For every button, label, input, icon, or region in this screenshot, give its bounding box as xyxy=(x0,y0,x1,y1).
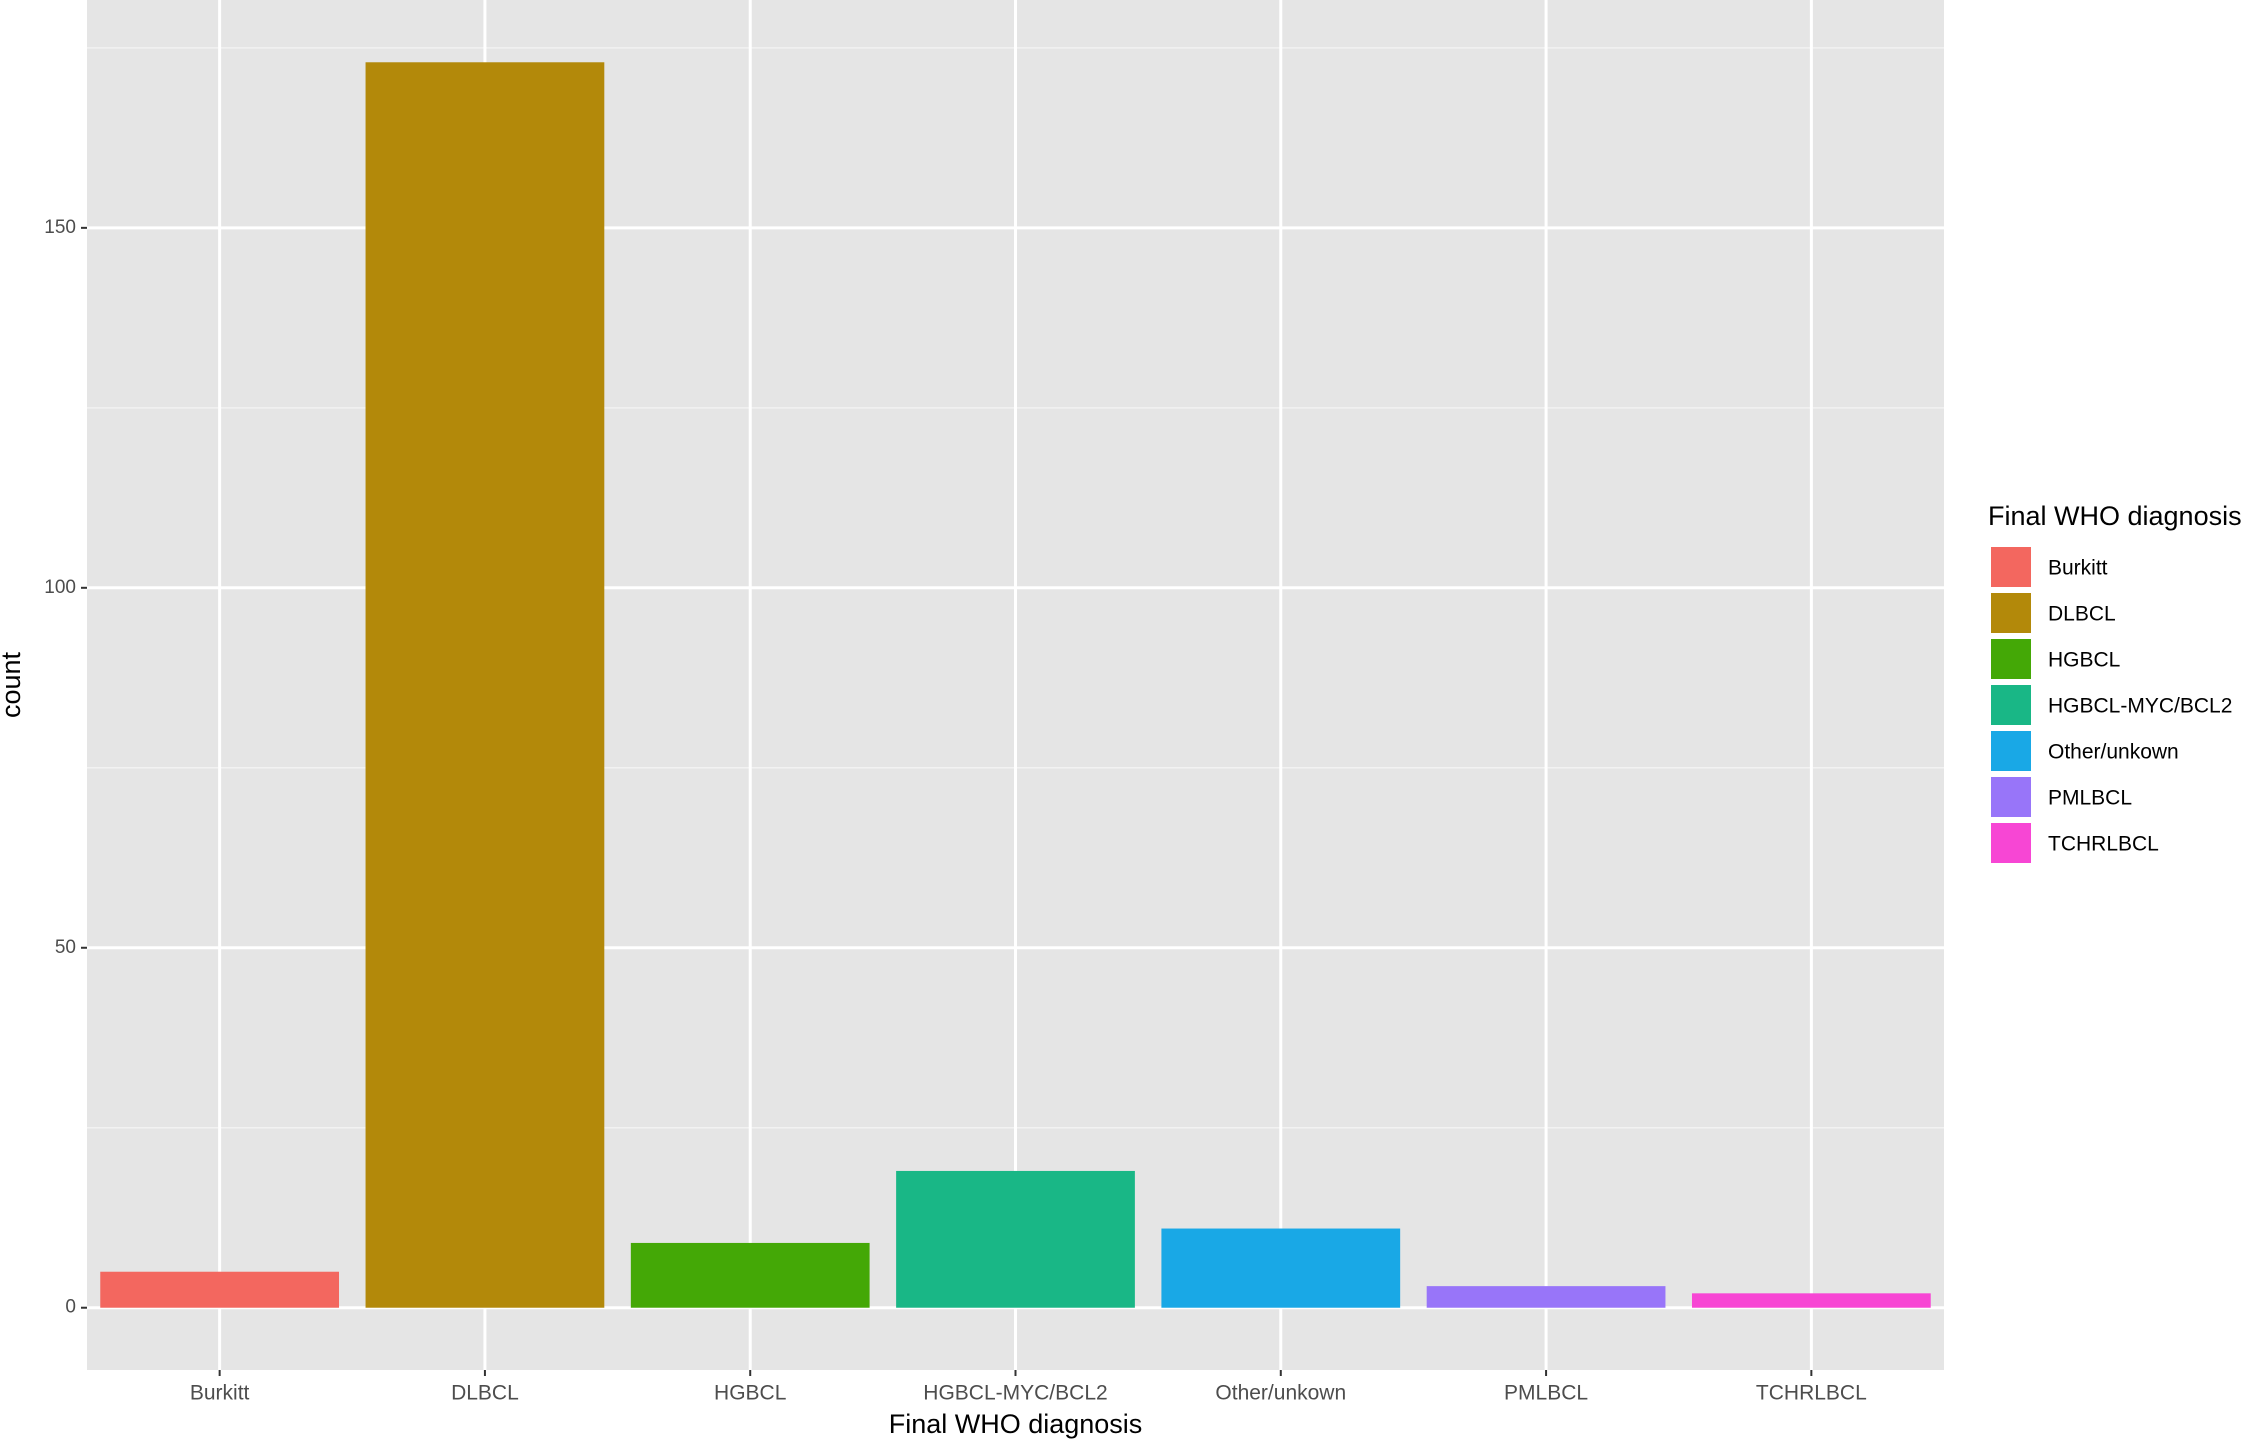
bar xyxy=(1691,1293,1931,1308)
legend-label: TCHRLBCL xyxy=(2048,833,2159,856)
legend-label: Burkitt xyxy=(2048,557,2108,580)
x-tick-label: PMLBCL xyxy=(1504,1382,1588,1405)
x-axis-title: Final WHO diagnosis xyxy=(889,1409,1143,1439)
legend-key xyxy=(1989,729,2033,773)
x-tick-label: HGBCL-MYC/BCL2 xyxy=(923,1382,1107,1405)
y-axis-title: count xyxy=(0,651,26,718)
legend-key xyxy=(1989,637,2033,681)
bar xyxy=(100,1271,340,1308)
bar xyxy=(1426,1286,1666,1308)
legend-label: HGBCL xyxy=(2048,649,2120,672)
x-tick-label: TCHRLBCL xyxy=(1756,1382,1867,1405)
y-tick-label: 150 xyxy=(44,217,76,238)
bar xyxy=(630,1242,870,1308)
bar xyxy=(896,1170,1135,1308)
y-tick-label: 100 xyxy=(44,577,76,598)
legend-title: Final WHO diagnosis xyxy=(1988,501,2242,531)
x-tick-label: Other/unkown xyxy=(1215,1382,1346,1405)
y-tick-label: 0 xyxy=(65,1297,76,1318)
x-tick-label: HGBCL xyxy=(714,1382,786,1405)
x-tick-label: DLBCL xyxy=(451,1382,519,1405)
legend-label: HGBCL-MYC/BCL2 xyxy=(2048,695,2232,718)
bar xyxy=(365,62,605,1308)
x-tick-label: Burkitt xyxy=(190,1382,250,1405)
legend-key xyxy=(1989,591,2033,635)
legend-key xyxy=(1989,775,2033,819)
bar xyxy=(1161,1228,1401,1308)
legend-key xyxy=(1989,683,2033,727)
legend-label: PMLBCL xyxy=(2048,787,2132,810)
legend-label: DLBCL xyxy=(2048,603,2116,626)
legend-key xyxy=(1989,545,2033,589)
y-tick-label: 50 xyxy=(55,937,76,958)
legend-label: Other/unkown xyxy=(2048,741,2179,764)
legend-key xyxy=(1989,821,2033,865)
